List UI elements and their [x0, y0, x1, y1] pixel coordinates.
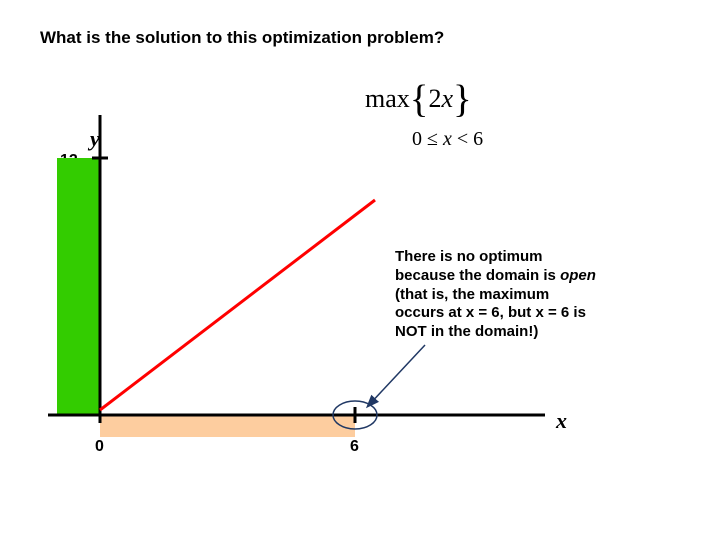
xtick-6: 6 [350, 438, 359, 456]
constraint-left: 0 ≤ [412, 128, 443, 150]
constraint-right: < 6 [452, 128, 483, 150]
x-axis-label: x [556, 408, 567, 434]
objective-prefix: max [365, 84, 410, 113]
objective-var: x [442, 84, 454, 113]
orange-region [100, 415, 355, 437]
ytick-12: 12 [60, 152, 78, 170]
callout-line5: NOT in the domain!) [395, 323, 538, 340]
green-region [57, 158, 100, 415]
objective-line [100, 200, 375, 410]
callout-line2a: because the domain is [395, 267, 560, 284]
constraint-var: x [443, 128, 452, 150]
callout-line4: occurs at x = 6, but x = 6 is [395, 304, 586, 321]
constraint-expression: 0 ≤ x < 6 [412, 128, 483, 151]
callout-open-word: open [560, 267, 596, 284]
callout-line1: There is no optimum [395, 248, 543, 265]
callout-line3: (that is, the maximum [395, 286, 549, 303]
xtick-0: 0 [95, 438, 104, 456]
page-title: What is the solution to this optimizatio… [40, 28, 444, 48]
callout-text: There is no optimum because the domain i… [395, 248, 596, 342]
highlight-ring [333, 401, 377, 429]
objective-expression: max{2x} [365, 72, 472, 117]
objective-inner: 2 [429, 84, 442, 113]
y-axis-label: y [90, 126, 100, 152]
callout-arrow [368, 345, 425, 406]
chart [0, 0, 720, 540]
